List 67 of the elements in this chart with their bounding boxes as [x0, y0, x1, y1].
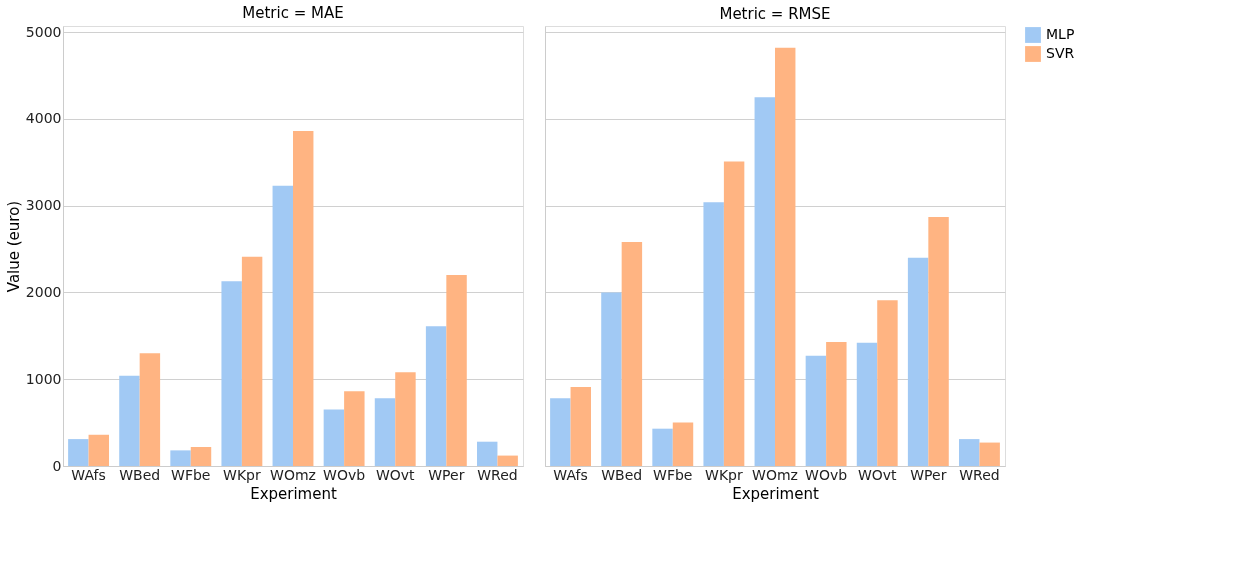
bar: [570, 387, 591, 466]
bar: [272, 185, 293, 466]
x-tick-label: WPer: [428, 466, 465, 483]
x-tick-label: WOvb: [323, 466, 366, 483]
bar: [395, 372, 416, 466]
x-tick-label: WBed: [601, 466, 643, 483]
x-tick-label: WOvb: [805, 466, 848, 483]
x-tick-label: WFbe: [171, 466, 211, 483]
bar: [856, 342, 878, 466]
bar: [446, 275, 467, 466]
bar: [68, 439, 89, 466]
x-tick-label: WOmz: [752, 466, 798, 483]
bar: [425, 326, 447, 466]
y-tick-label: 5000: [25, 23, 62, 40]
bar: [293, 131, 314, 466]
y-tick-label: 1000: [25, 370, 62, 387]
bar: [601, 292, 622, 466]
y-tick-label: 4000: [25, 110, 62, 127]
y-axis-title: Value (euro): [4, 200, 23, 293]
x-tick-label: WFbe: [653, 466, 693, 483]
bar: [775, 47, 796, 466]
x-tick-label: WOmz: [270, 466, 316, 483]
bar: [621, 242, 643, 466]
bar: [119, 375, 140, 466]
legend-label: MLP: [1046, 26, 1075, 42]
x-tick-label: WOvt: [375, 466, 416, 483]
bar: [826, 341, 847, 466]
bar: [652, 428, 673, 466]
bar: [477, 441, 498, 466]
y-tick-label: 0: [52, 457, 62, 474]
bar: [497, 455, 518, 466]
x-axis-title: Experiment: [250, 484, 337, 503]
x-tick-label: WRed: [959, 466, 1000, 483]
y-tick-label: 2000: [25, 283, 62, 300]
bar: [344, 391, 365, 466]
y-tick-label: 3000: [25, 197, 62, 214]
bar: [723, 161, 745, 466]
x-tick-label: WBed: [119, 466, 161, 483]
x-tick-label: WAfs: [553, 466, 588, 483]
bar: [88, 434, 109, 466]
bar: [805, 355, 827, 466]
bar: [959, 439, 980, 466]
x-tick-label: WRed: [477, 466, 518, 483]
bar: [241, 256, 263, 466]
bar: [550, 398, 571, 466]
x-axis-title: Experiment: [732, 484, 819, 503]
x-tick-label: WPer: [910, 466, 947, 483]
x-tick-label: WOvt: [857, 466, 898, 483]
bar: [672, 422, 694, 466]
chart-title: Metric = MAE: [242, 4, 344, 23]
legend-label: SVR: [1046, 45, 1075, 61]
x-tick-label: WKpr: [705, 466, 743, 483]
bar: [139, 353, 161, 466]
bar: [754, 97, 775, 466]
bar: [221, 281, 242, 466]
bar: [928, 216, 949, 466]
x-tick-label: WAfs: [71, 466, 106, 483]
chart-title: Metric = RMSE: [719, 5, 831, 23]
bar: [907, 257, 929, 466]
bar: [170, 450, 191, 466]
bar: [703, 202, 724, 466]
bar: [190, 446, 212, 466]
x-tick-label: WKpr: [223, 466, 261, 483]
bar: [323, 409, 345, 466]
bar: [979, 442, 1000, 466]
bar: [877, 300, 898, 466]
bar: [374, 398, 396, 466]
